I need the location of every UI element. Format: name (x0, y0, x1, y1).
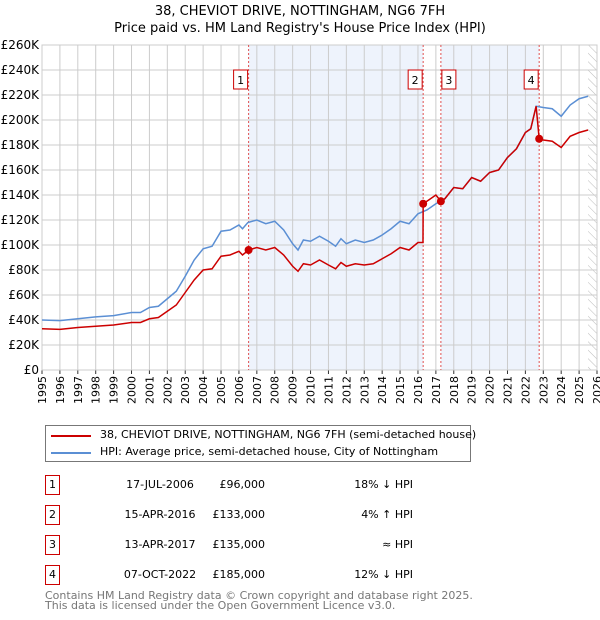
y-tick-label: £160K (1, 163, 41, 177)
x-tick-label: 2008 (269, 376, 282, 404)
x-tick-label: 2000 (126, 376, 139, 404)
x-tick-label: 1997 (72, 376, 85, 404)
plot-border (41, 44, 598, 371)
sale-price: £135,000 (212, 538, 266, 551)
x-tick-label: 2019 (466, 376, 479, 404)
legend: 38, CHEVIOT DRIVE, NOTTINGHAM, NG6 7FH (… (45, 425, 476, 462)
sale-number-badge: 4 (45, 565, 60, 585)
x-tick-label: 2011 (322, 376, 335, 404)
shaded-period (248, 45, 424, 370)
sale-row: 2 15-APR-2016 £133,000 4% ↑ HPI (45, 505, 413, 525)
sale-row: 3 13-APR-2017 £135,000 ≈ HPI (45, 535, 413, 555)
sale-date: 15-APR-2016 (124, 508, 196, 521)
x-tick-label: 1998 (90, 376, 103, 404)
sale-point (244, 246, 253, 254)
x-tick-label: 1996 (54, 376, 67, 404)
y-tick-label: £40K (8, 313, 40, 327)
legend-label: 38, CHEVIOT DRIVE, NOTTINGHAM, NG6 7FH (… (100, 428, 477, 441)
sale-row: 1 17-JUL-2006 £96,000 18% ↓ HPI (45, 475, 413, 495)
y-tick-label: £80K (8, 263, 40, 277)
sale-row: 4 07-OCT-2022 £185,000 12% ↓ HPI (45, 565, 413, 585)
x-tick-label: 2016 (412, 376, 425, 404)
sale-point (535, 134, 544, 143)
x-tick-label: 2005 (215, 376, 228, 404)
sale-hpi-comparison: 12% ↓ HPI (354, 568, 413, 581)
sale-price: £96,000 (219, 478, 266, 491)
x-tick-label: 2003 (179, 376, 192, 404)
legend-swatch-red (51, 435, 91, 437)
x-tick-label: 2026 (591, 376, 600, 404)
x-tick-label: 2009 (287, 376, 300, 404)
x-tick-label: 2010 (305, 376, 318, 404)
y-tick-label: £200K (1, 113, 41, 127)
y-tick-label: £220K (1, 88, 41, 102)
sale-label-box (523, 69, 539, 90)
forecast-hatch (588, 45, 597, 370)
y-tick-label: £140K (1, 188, 41, 202)
y-tick-label: £0 (24, 363, 39, 377)
sale-label-box (441, 69, 457, 90)
y-tick-label: £120K (1, 213, 41, 227)
y-tick-label: £240K (1, 63, 41, 77)
sale-number-badge: 3 (45, 535, 60, 555)
sale-date: 13-APR-2017 (124, 538, 196, 551)
y-tick-label: £100K (1, 238, 41, 252)
y-tick-label: £20K (8, 338, 40, 352)
price-paid-line (41, 106, 589, 331)
sale-point (419, 199, 428, 208)
sale-date: 17-JUL-2006 (126, 478, 194, 491)
y-tick-label: £180K (1, 138, 41, 152)
x-tick-label: 2013 (358, 376, 371, 404)
legend-swatch-blue (51, 452, 91, 454)
x-tick-label: 2025 (573, 376, 586, 404)
price-chart: 1995 1996 1997 1998 1999 2000 2001 2002 2003 2004… (1, 38, 600, 404)
footer-licence: This data is licensed under the Open Gov… (45, 599, 396, 612)
sale-number-badge: 1 (45, 475, 60, 495)
sale-point (436, 197, 445, 206)
x-tick-label: 2024 (555, 376, 568, 404)
x-tick-label: 2015 (394, 376, 407, 404)
x-tick-label: 2012 (340, 376, 353, 404)
x-tick-label: 1999 (108, 376, 121, 404)
sale-label-box (233, 69, 249, 90)
chart-title: 38, CHEVIOT DRIVE, NOTTINGHAM, NG6 7FH (154, 4, 446, 19)
legend-label: HPI: Average price, semi-detached house,… (100, 445, 439, 458)
y-tick-label: £60K (8, 288, 40, 302)
sale-number-badge: 2 (45, 505, 60, 525)
sale-hpi-comparison: ≈ HPI (382, 538, 413, 551)
sale-price: £185,000 (212, 568, 266, 581)
footer-copyright: Contains HM Land Registry data © Crown c… (45, 589, 473, 602)
sale-label-box (407, 69, 423, 90)
x-tick-label: 2023 (537, 376, 550, 404)
sale-hpi-comparison: 18% ↓ HPI (354, 478, 413, 491)
x-tick-label: 2002 (161, 376, 174, 404)
x-tick-label: 2001 (143, 376, 156, 404)
x-tick-label: 2018 (448, 376, 461, 404)
x-tick-label: 2014 (376, 376, 389, 404)
legend-item-property: 38, CHEVIOT DRIVE, NOTTINGHAM, NG6 7FH (… (46, 428, 476, 444)
sale-label: 2 (412, 74, 419, 87)
sale-date: 07-OCT-2022 (123, 568, 197, 581)
legend-item-hpi: HPI: Average price, semi-detached house,… (46, 445, 466, 461)
sale-price: £133,000 (212, 508, 266, 521)
chart-subtitle: Price paid vs. HM Land Registry's House … (114, 21, 486, 36)
y-tick-label: £260K (1, 38, 41, 52)
x-tick-label: 1995 (36, 376, 49, 404)
sale-label: 3 (445, 74, 452, 87)
sale-label: 1 (237, 74, 244, 87)
x-tick-label: 2021 (501, 376, 514, 404)
sale-hpi-comparison: 4% ↑ HPI (361, 508, 413, 521)
x-tick-label: 2006 (233, 376, 246, 404)
x-tick-label: 2022 (519, 376, 532, 404)
sale-label: 4 (528, 74, 535, 87)
x-tick-label: 2020 (484, 376, 497, 404)
x-tick-label: 2017 (430, 376, 443, 404)
x-tick-label: 2004 (197, 376, 210, 404)
x-tick-label: 2007 (251, 376, 264, 404)
